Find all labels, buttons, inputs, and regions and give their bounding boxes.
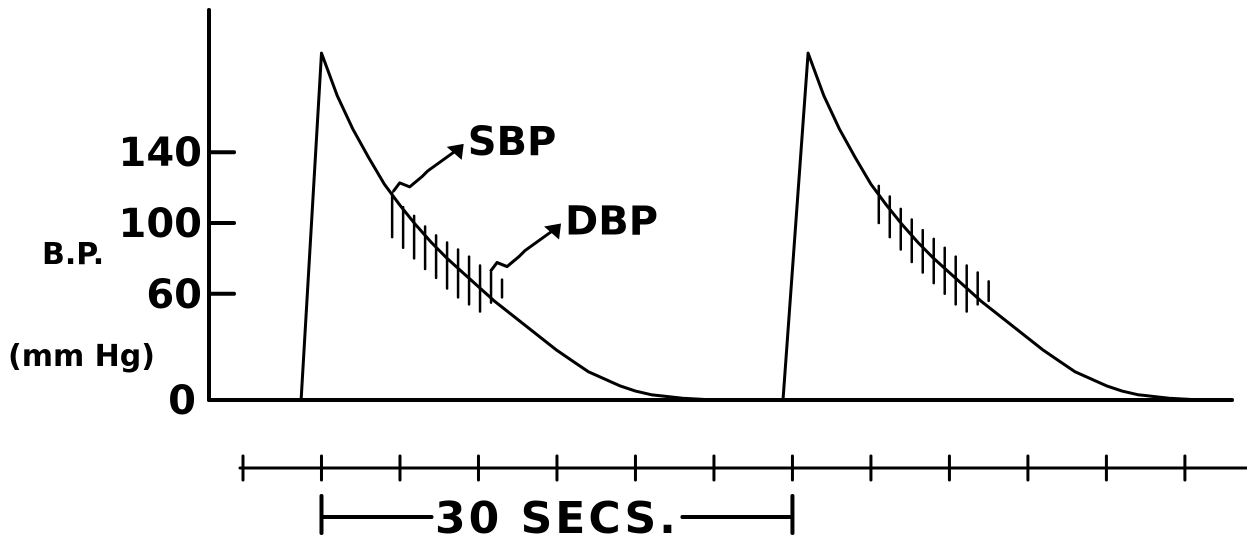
y-tick-label: 0 [168,378,196,424]
time-span-marker: 30 SECS. [319,493,795,536]
y-axis-label-line1: B.P. [42,237,104,272]
cuff-oscillations [390,184,990,313]
y-axis-label-line2: (mm Hg) [8,339,155,374]
annotation-label-sbp: SBP [468,119,557,165]
annotation-label-dbp: DBP [565,199,658,245]
annotation-arrowhead [544,223,562,240]
y-tick-label: 140 [119,130,203,176]
y-axis-ticks: 0 60 100 140 [119,130,236,424]
annotation-leader [392,146,462,193]
time-axis-ticks [241,454,1187,482]
y-tick-label: 100 [119,201,203,247]
y-tick-label: 60 [146,272,202,318]
annotation-leader [489,226,559,273]
annotation-arrowhead [446,143,464,160]
span-label: 30 SECS. [435,493,679,536]
